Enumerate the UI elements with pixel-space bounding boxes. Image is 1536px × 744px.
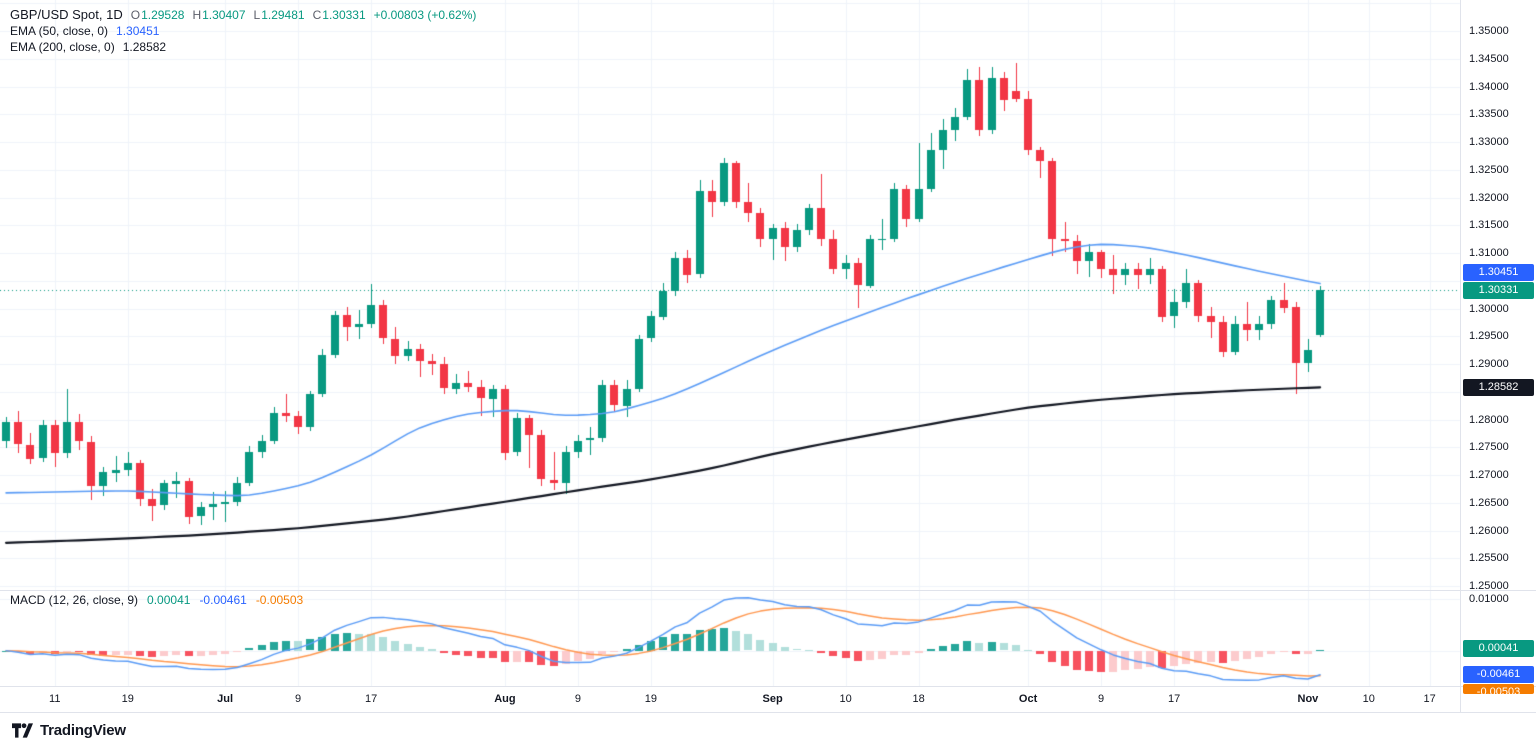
price-tick-label: 1.29000 xyxy=(1469,358,1509,371)
ohlc-high: H 1.30407 xyxy=(192,8,245,22)
macd-hist-value: 0.00041 xyxy=(147,593,191,607)
time-axis-label: 9 xyxy=(295,693,302,705)
time-axis-label: 9 xyxy=(574,693,581,705)
price-tick-label: 1.35000 xyxy=(1469,25,1509,38)
price-tick-label: 1.26500 xyxy=(1469,496,1509,509)
macd-line-badge: -0.00461 xyxy=(1463,665,1534,683)
price-tick-label: 1.31000 xyxy=(1469,247,1509,260)
macd-hist-badge: 0.00041 xyxy=(1463,640,1534,658)
price-tick-label: 1.30000 xyxy=(1469,302,1509,315)
close-label: C xyxy=(312,7,322,22)
open-value: 1.29528 xyxy=(141,7,185,22)
price-tick-label: 1.34000 xyxy=(1469,80,1509,93)
low-value: 1.29481 xyxy=(261,7,305,22)
toolbar-separator xyxy=(0,712,1536,713)
time-axis-label: 19 xyxy=(121,693,134,705)
time-axis-label: 10 xyxy=(839,693,852,705)
time-axis-label: Aug xyxy=(494,693,516,705)
symbol-row[interactable]: GBP/USD Spot, 1D O 1.29528 H 1.30407 L 1.29… xyxy=(10,6,476,23)
price-tick-label: 1.25000 xyxy=(1469,580,1509,593)
change-value: +0.00803 (+0.62%) xyxy=(373,7,477,22)
time-axis-separator xyxy=(0,686,1536,687)
low-label: L xyxy=(253,7,261,22)
ema200-legend-row[interactable]: EMA (200, close, 0) 1.28582 xyxy=(10,39,476,55)
price-tick-label: 1.33000 xyxy=(1469,136,1509,149)
time-axis-label: 9 xyxy=(1098,693,1105,705)
ema200-label: EMA (200, close, 0) xyxy=(10,40,115,54)
tradingview-logo[interactable]: TradingView xyxy=(12,717,126,743)
time-axis-label: Jul xyxy=(217,693,234,705)
open-label: O xyxy=(130,7,141,22)
time-axis-label: 17 xyxy=(1167,693,1181,705)
brand-text: TradingView xyxy=(40,721,126,739)
price-tick-label: 1.33500 xyxy=(1469,108,1509,121)
time-axis-label: Sep xyxy=(762,693,783,705)
macd-tick-label: 0.01000 xyxy=(1469,593,1509,606)
ema200-price-badge: 1.28582 xyxy=(1463,378,1534,396)
high-label: H xyxy=(192,7,202,22)
time-axis-label: 19 xyxy=(644,693,658,705)
ema50-legend-row[interactable]: EMA (50, close, 0) 1.30451 xyxy=(10,23,476,39)
price-tick-label: 1.28000 xyxy=(1469,413,1509,426)
chart-canvas[interactable] xyxy=(0,0,1536,686)
macd-signal-badge: -0.00503 xyxy=(1463,683,1534,694)
time-axis-label: 18 xyxy=(912,693,925,705)
time-axis-label: 11 xyxy=(49,693,61,705)
time-axis-label: Oct xyxy=(1018,693,1038,705)
ema50-value: 1.30451 xyxy=(116,24,160,38)
price-tick-label: 1.34500 xyxy=(1469,52,1509,65)
close-value: 1.30331 xyxy=(322,7,366,22)
price-tick-label: 1.27500 xyxy=(1469,441,1509,454)
macd-line-value: -0.00461 xyxy=(199,593,247,607)
macd-signal-value: -0.00503 xyxy=(255,593,304,607)
ema50-label: EMA (50, close, 0) xyxy=(10,24,109,38)
price-axis[interactable]: 1.30451 1.30331 1.28582 0.00041 -0.00461… xyxy=(1460,0,1536,712)
symbol-title[interactable]: GBP/USD Spot, 1D xyxy=(10,7,123,22)
time-axis[interactable]: 11 19 Jul 9 17 Aug 9 19 Sep 10 18 Oct 9 17 Nov 10 17 xyxy=(0,687,1460,712)
ema200-value: 1.28582 xyxy=(122,40,167,54)
high-value: 1.30407 xyxy=(202,7,246,22)
time-axis-label: 17 xyxy=(1423,693,1436,705)
price-tick-label: 1.31500 xyxy=(1469,219,1509,232)
time-axis-label: Nov xyxy=(1297,693,1319,705)
macd-label: MACD (12, 26, close, 9) xyxy=(10,593,139,607)
ohlc-open: O 1.29528 xyxy=(131,8,185,22)
price-tick-label: 1.32000 xyxy=(1469,191,1509,204)
price-tick-label: 1.27000 xyxy=(1469,469,1509,482)
last-price-badge: 1.30331 xyxy=(1463,281,1534,299)
price-tick-label: 1.25500 xyxy=(1469,552,1509,565)
ohlc-low: L 1.29481 xyxy=(254,8,305,22)
time-axis-label: 17 xyxy=(364,693,378,705)
macd-legend-row[interactable]: MACD (12, 26, close, 9) 0.00041 -0.00461… xyxy=(10,593,303,607)
ema50-price-badge: 1.30451 xyxy=(1463,263,1534,281)
price-tick-label: 1.26000 xyxy=(1469,524,1509,537)
time-axis-label: 10 xyxy=(1362,693,1375,705)
chart-legend: GBP/USD Spot, 1D O 1.29528 H 1.30407 L 1.29… xyxy=(10,6,476,55)
tradingview-logo-mark xyxy=(12,722,33,738)
price-tick-label: 1.32500 xyxy=(1469,163,1509,176)
ohlc-close: C 1.30331 xyxy=(313,8,366,22)
pane-separator[interactable] xyxy=(0,590,1536,591)
price-tick-label: 1.29500 xyxy=(1469,330,1509,343)
